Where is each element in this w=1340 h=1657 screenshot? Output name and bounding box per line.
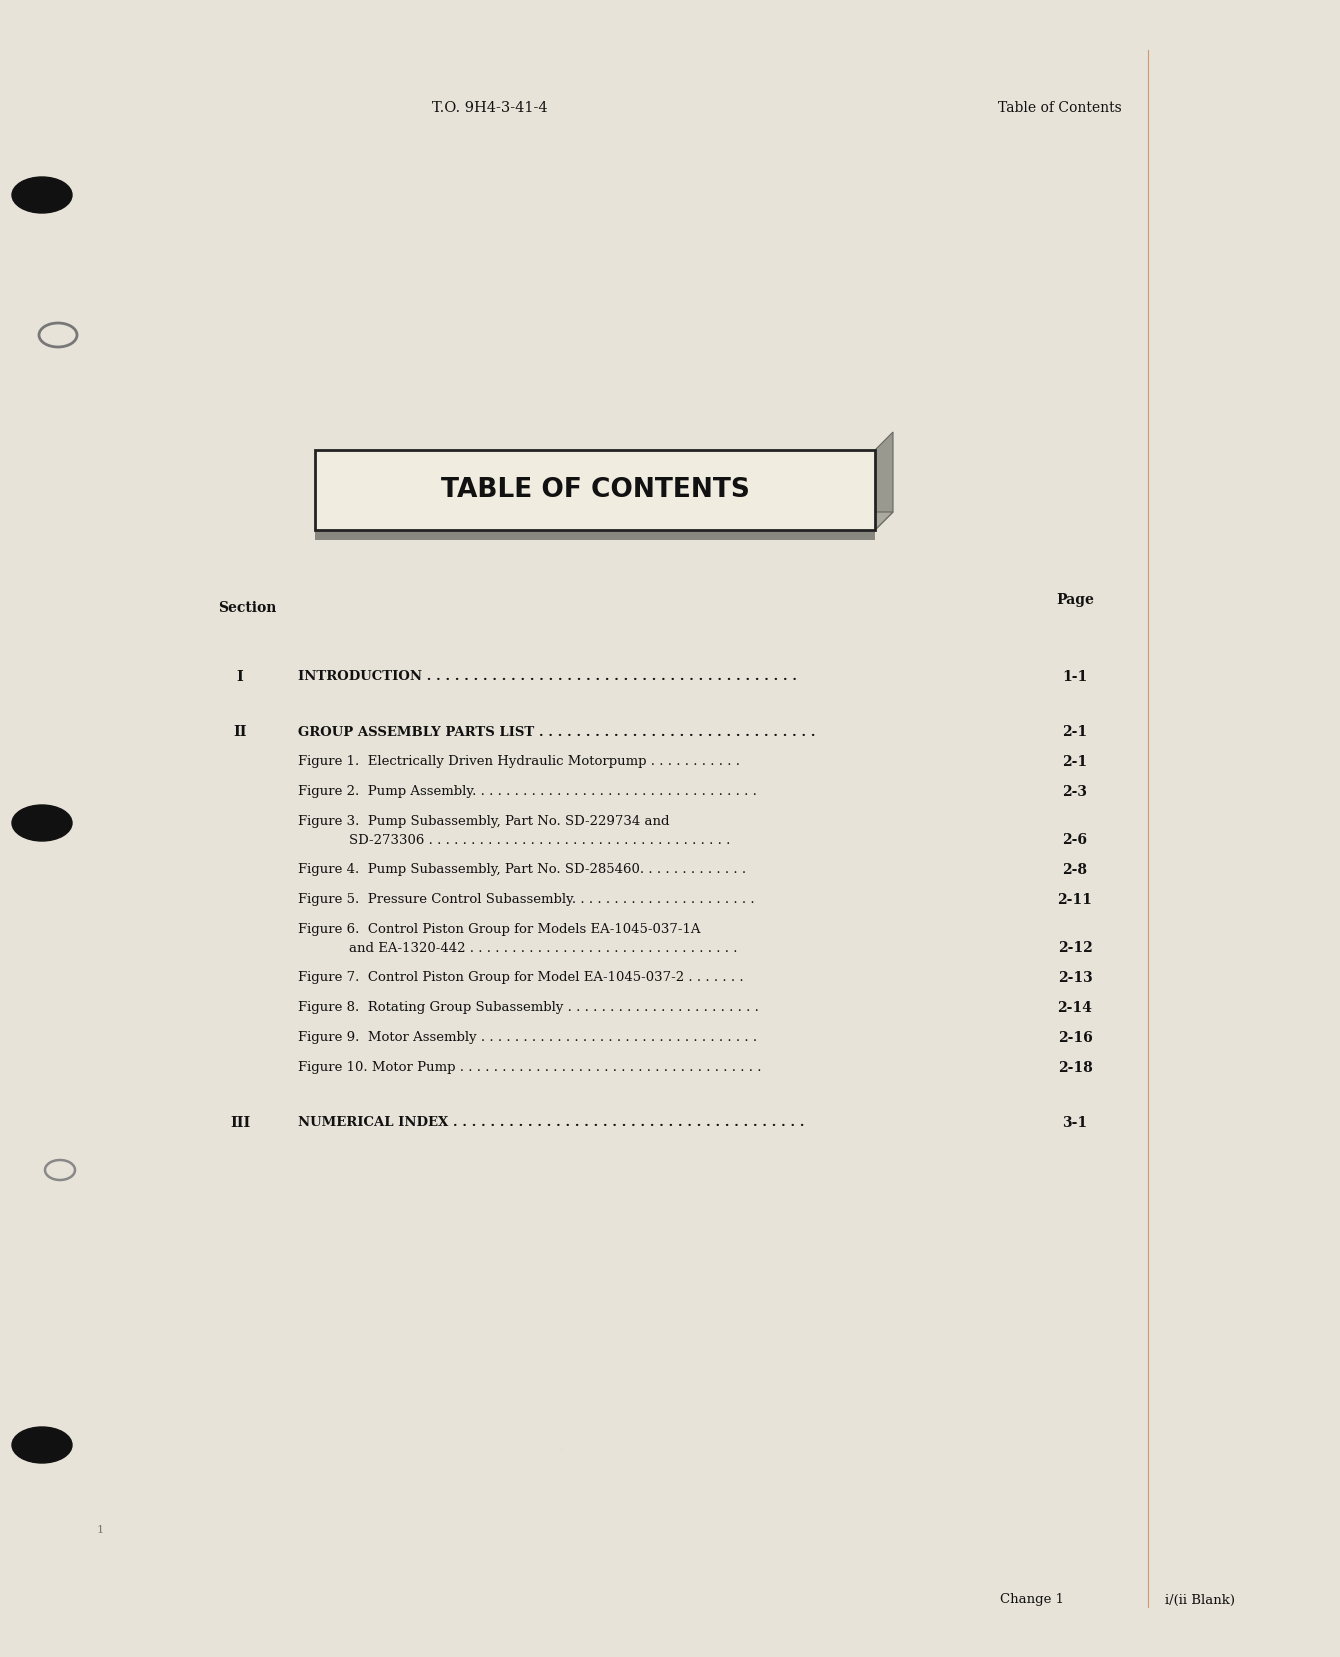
Ellipse shape: [12, 805, 72, 842]
Text: 2-3: 2-3: [1063, 785, 1088, 799]
Text: Figure 7.  Control Piston Group for Model EA-1045-037-2 . . . . . . .: Figure 7. Control Piston Group for Model…: [297, 971, 744, 984]
Text: 2-16: 2-16: [1057, 1031, 1092, 1046]
Text: 1: 1: [96, 1524, 103, 1534]
Text: 2-14: 2-14: [1057, 1001, 1092, 1016]
Text: Change 1: Change 1: [1000, 1594, 1064, 1607]
Text: 2-18: 2-18: [1057, 1060, 1092, 1075]
Text: 1-1: 1-1: [1063, 669, 1088, 684]
Text: 2-8: 2-8: [1063, 863, 1088, 877]
Ellipse shape: [12, 1427, 72, 1463]
Text: Figure 1.  Electrically Driven Hydraulic Motorpump . . . . . . . . . . .: Figure 1. Electrically Driven Hydraulic …: [297, 756, 740, 769]
Text: GROUP ASSEMBLY PARTS LIST . . . . . . . . . . . . . . . . . . . . . . . . . . . : GROUP ASSEMBLY PARTS LIST . . . . . . . …: [297, 726, 816, 739]
Text: II: II: [233, 726, 247, 739]
Text: I: I: [237, 669, 244, 684]
Text: and EA-1320-442 . . . . . . . . . . . . . . . . . . . . . . . . . . . . . . . .: and EA-1320-442 . . . . . . . . . . . . …: [297, 941, 737, 954]
Text: NUMERICAL INDEX . . . . . . . . . . . . . . . . . . . . . . . . . . . . . . . . : NUMERICAL INDEX . . . . . . . . . . . . …: [297, 1117, 804, 1130]
Text: ·: ·: [559, 1447, 561, 1453]
Text: Figure 5.  Pressure Control Subassembly. . . . . . . . . . . . . . . . . . . . .: Figure 5. Pressure Control Subassembly. …: [297, 893, 754, 906]
Text: SD-273306 . . . . . . . . . . . . . . . . . . . . . . . . . . . . . . . . . . . : SD-273306 . . . . . . . . . . . . . . . …: [297, 833, 730, 847]
Text: Figure 2.  Pump Assembly. . . . . . . . . . . . . . . . . . . . . . . . . . . . : Figure 2. Pump Assembly. . . . . . . . .…: [297, 785, 757, 799]
Text: Figure 4.  Pump Subassembly, Part No. SD-285460. . . . . . . . . . . . .: Figure 4. Pump Subassembly, Part No. SD-…: [297, 863, 746, 877]
Text: 3-1: 3-1: [1063, 1117, 1088, 1130]
Text: i/(ii Blank): i/(ii Blank): [1164, 1594, 1235, 1607]
Text: 2-6: 2-6: [1063, 833, 1088, 847]
Text: INTRODUCTION . . . . . . . . . . . . . . . . . . . . . . . . . . . . . . . . . .: INTRODUCTION . . . . . . . . . . . . . .…: [297, 671, 797, 683]
Text: Figure 3.  Pump Subassembly, Part No. SD-229734 and: Figure 3. Pump Subassembly, Part No. SD-…: [297, 815, 670, 828]
Text: Table of Contents: Table of Contents: [998, 101, 1122, 114]
Text: 2-1: 2-1: [1063, 756, 1088, 769]
Text: Figure 10. Motor Pump . . . . . . . . . . . . . . . . . . . . . . . . . . . . . : Figure 10. Motor Pump . . . . . . . . . …: [297, 1062, 761, 1074]
Text: TABLE OF CONTENTS: TABLE OF CONTENTS: [441, 477, 749, 504]
Text: 2-13: 2-13: [1057, 971, 1092, 984]
Text: Figure 8.  Rotating Group Subassembly . . . . . . . . . . . . . . . . . . . . . : Figure 8. Rotating Group Subassembly . .…: [297, 1001, 758, 1014]
FancyBboxPatch shape: [315, 451, 875, 530]
Text: T.O. 9H4-3-41-4: T.O. 9H4-3-41-4: [433, 101, 548, 114]
Text: 2-11: 2-11: [1057, 893, 1092, 906]
Text: Figure 9.  Motor Assembly . . . . . . . . . . . . . . . . . . . . . . . . . . . : Figure 9. Motor Assembly . . . . . . . .…: [297, 1032, 757, 1044]
Text: 2-12: 2-12: [1057, 941, 1092, 954]
Text: Section: Section: [218, 601, 276, 615]
Polygon shape: [315, 512, 892, 530]
Text: 2-1: 2-1: [1063, 726, 1088, 739]
Text: III: III: [230, 1117, 251, 1130]
FancyBboxPatch shape: [315, 525, 875, 540]
Text: Page: Page: [1056, 593, 1093, 606]
Ellipse shape: [12, 177, 72, 214]
Polygon shape: [875, 432, 892, 530]
Text: Figure 6.  Control Piston Group for Models EA-1045-037-1A: Figure 6. Control Piston Group for Model…: [297, 923, 701, 936]
